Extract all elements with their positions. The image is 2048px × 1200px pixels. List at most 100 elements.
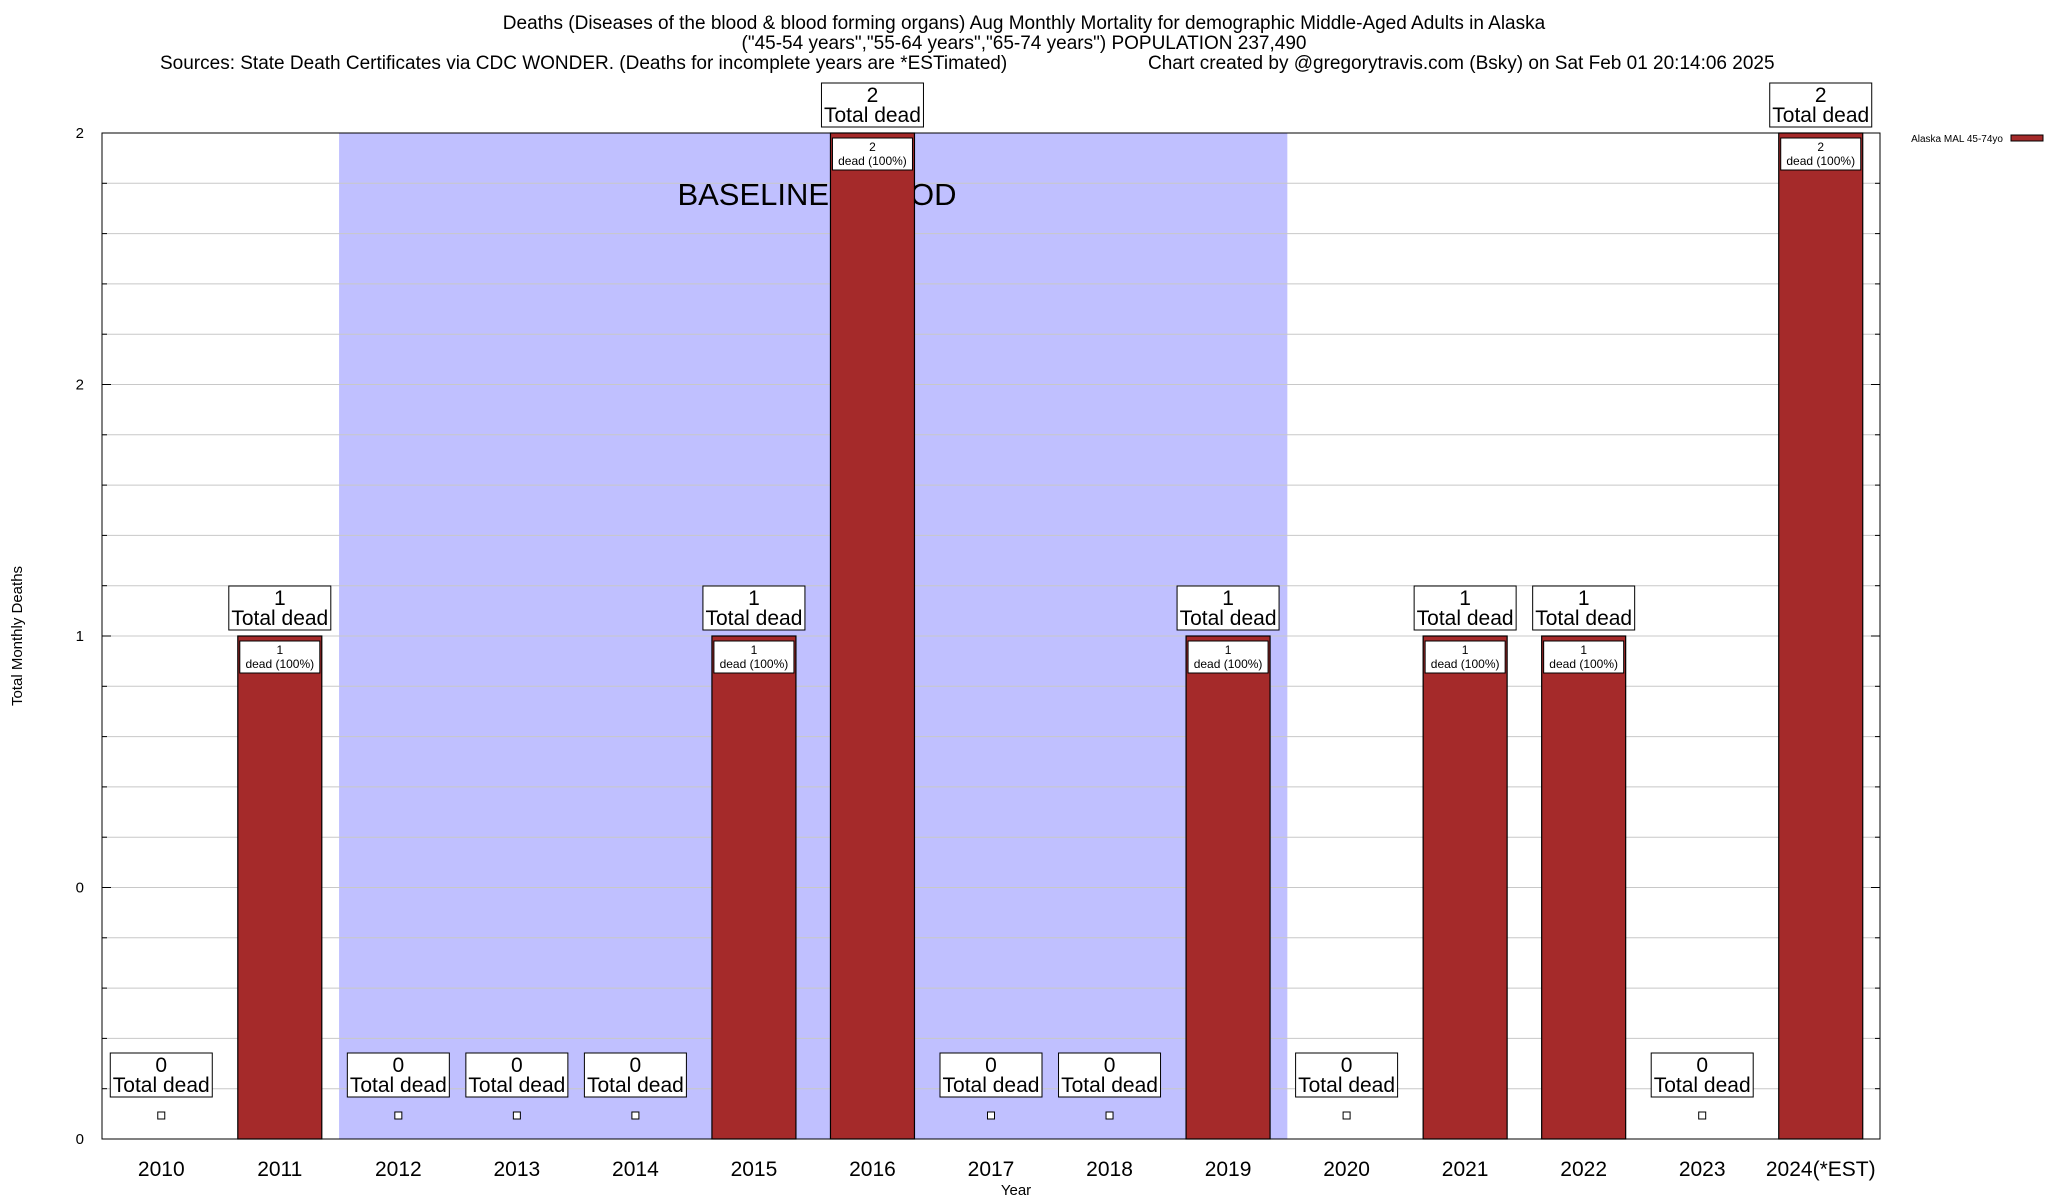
bar-segment-count: 2 — [1817, 140, 1824, 154]
x-tick-label: 2019 — [1205, 1158, 1252, 1181]
bar — [237, 635, 323, 1140]
total-label-box — [1176, 585, 1280, 631]
x-tick-label: 2024(*EST) — [1766, 1158, 1876, 1181]
bar — [1778, 132, 1864, 1140]
x-axis-title: Year — [1001, 1182, 1031, 1199]
y-axis-title: Total Monthly Deaths — [9, 566, 26, 706]
zero-marker — [394, 1111, 403, 1120]
total-label-box — [1295, 1052, 1399, 1098]
chart-sources: Sources: State Death Certificates via CD… — [160, 53, 1008, 74]
x-tick-label: 2010 — [138, 1158, 185, 1181]
total-label-box — [583, 1052, 687, 1098]
bar — [829, 132, 916, 1140]
zero-marker — [1342, 1111, 1351, 1120]
bar-segment-label: dead (100%) — [1549, 657, 1618, 671]
chart-title: Deaths (Diseases of the blood & blood fo… — [502, 13, 1546, 34]
total-label-text: Total dead — [943, 1074, 1040, 1097]
total-label-box — [1058, 1052, 1162, 1098]
chart-credit: Chart created by @gregorytravis.com (Bsk… — [1148, 53, 1775, 74]
total-label-box — [109, 1052, 213, 1098]
bar-segment-label: dead (100%) — [1431, 657, 1500, 671]
total-label-count: 2 — [1815, 84, 1827, 107]
x-tick-label: 2023 — [1679, 1158, 1726, 1181]
bar-segment-label-box — [831, 137, 913, 171]
x-tick-label: 2015 — [731, 1158, 778, 1181]
total-label-text: Total dead — [1772, 104, 1869, 127]
total-label-count: 0 — [155, 1054, 167, 1077]
total-label-text: Total dead — [1654, 1074, 1751, 1097]
bar-segment-count: 1 — [751, 643, 758, 657]
total-label-count: 1 — [1222, 587, 1234, 610]
y-tick-label: 0 — [76, 1131, 84, 1148]
total-label-text: Total dead — [1417, 607, 1514, 630]
bar-segment-label-box — [1187, 640, 1269, 674]
total-label-text: Total dead — [1180, 607, 1277, 630]
total-label-box — [1532, 585, 1636, 631]
x-tick-label: 2017 — [968, 1158, 1015, 1181]
bar-segment-label-box — [1543, 640, 1625, 674]
bar-segment-label-box — [239, 640, 321, 674]
total-label-box — [820, 82, 924, 128]
zero-marker — [512, 1111, 521, 1120]
total-label-box — [1769, 82, 1873, 128]
bar-segment-label-box — [1780, 137, 1862, 171]
zero-marker — [1105, 1111, 1114, 1120]
total-label-count: 0 — [1341, 1054, 1353, 1077]
total-label-text: Total dead — [1061, 1074, 1158, 1097]
total-label-box — [1650, 1052, 1754, 1098]
bar-segment-label-box — [713, 640, 795, 674]
bar-segment-count: 1 — [1580, 643, 1587, 657]
total-label-count: 0 — [1104, 1054, 1116, 1077]
total-label-count: 0 — [1696, 1054, 1708, 1077]
total-label-text: Total dead — [113, 1074, 210, 1097]
total-label-count: 0 — [511, 1054, 523, 1077]
total-label-count: 1 — [748, 587, 760, 610]
x-tick-label: 2013 — [494, 1158, 541, 1181]
chart-subtitle: ("45-54 years","55-64 years","65-74 year… — [741, 33, 1307, 54]
y-tick-label: 1 — [76, 628, 84, 645]
total-label-text: Total dead — [231, 607, 328, 630]
bar — [1541, 635, 1627, 1140]
total-label-text: Total dead — [1298, 1074, 1395, 1097]
total-label-text: Total dead — [1535, 607, 1632, 630]
total-label-count: 2 — [867, 84, 879, 107]
total-label-box — [939, 1052, 1043, 1098]
total-label-count: 1 — [274, 587, 286, 610]
total-label-count: 0 — [985, 1054, 997, 1077]
zero-marker — [987, 1111, 995, 1120]
total-label-count: 1 — [1578, 587, 1590, 610]
bar — [711, 635, 797, 1140]
x-tick-label: 2012 — [375, 1158, 422, 1181]
zero-marker — [157, 1111, 166, 1120]
legend-swatch — [2010, 134, 2044, 142]
total-label-text: Total dead — [468, 1074, 565, 1097]
total-label-box — [228, 585, 332, 631]
y-tick-label: 2 — [76, 377, 84, 394]
x-tick-label: 2020 — [1323, 1158, 1370, 1181]
bar-segment-label: dead (100%) — [245, 657, 314, 671]
y-tick-label: 0 — [76, 880, 84, 897]
bar-segment-count: 1 — [1225, 643, 1232, 657]
x-tick-label: 2021 — [1442, 1158, 1489, 1181]
total-label-box — [465, 1052, 569, 1098]
bar-segment-label: dead (100%) — [838, 154, 907, 168]
bar-segment-label: dead (100%) — [720, 657, 789, 671]
total-label-text: Total dead — [705, 607, 802, 630]
x-tick-label: 2022 — [1560, 1158, 1607, 1181]
bar-segment-label-box — [1424, 640, 1506, 674]
total-label-text: Total dead — [824, 104, 921, 127]
bar-segment-count: 2 — [869, 140, 876, 154]
total-label-text: Total dead — [587, 1074, 684, 1097]
bar-segment-label: dead (100%) — [1786, 154, 1855, 168]
bar-segment-count: 1 — [276, 643, 283, 657]
x-tick-label: 2018 — [1086, 1158, 1133, 1181]
zero-marker — [631, 1111, 640, 1120]
legend-label: Alaska MAL 45-74yo — [1911, 134, 2003, 145]
total-label-box — [1413, 585, 1517, 631]
y-tick-label: 2 — [76, 125, 84, 142]
zero-marker — [1698, 1111, 1707, 1120]
total-label-box — [702, 585, 806, 631]
total-label-count: 1 — [1459, 587, 1471, 610]
bar — [1185, 635, 1271, 1140]
